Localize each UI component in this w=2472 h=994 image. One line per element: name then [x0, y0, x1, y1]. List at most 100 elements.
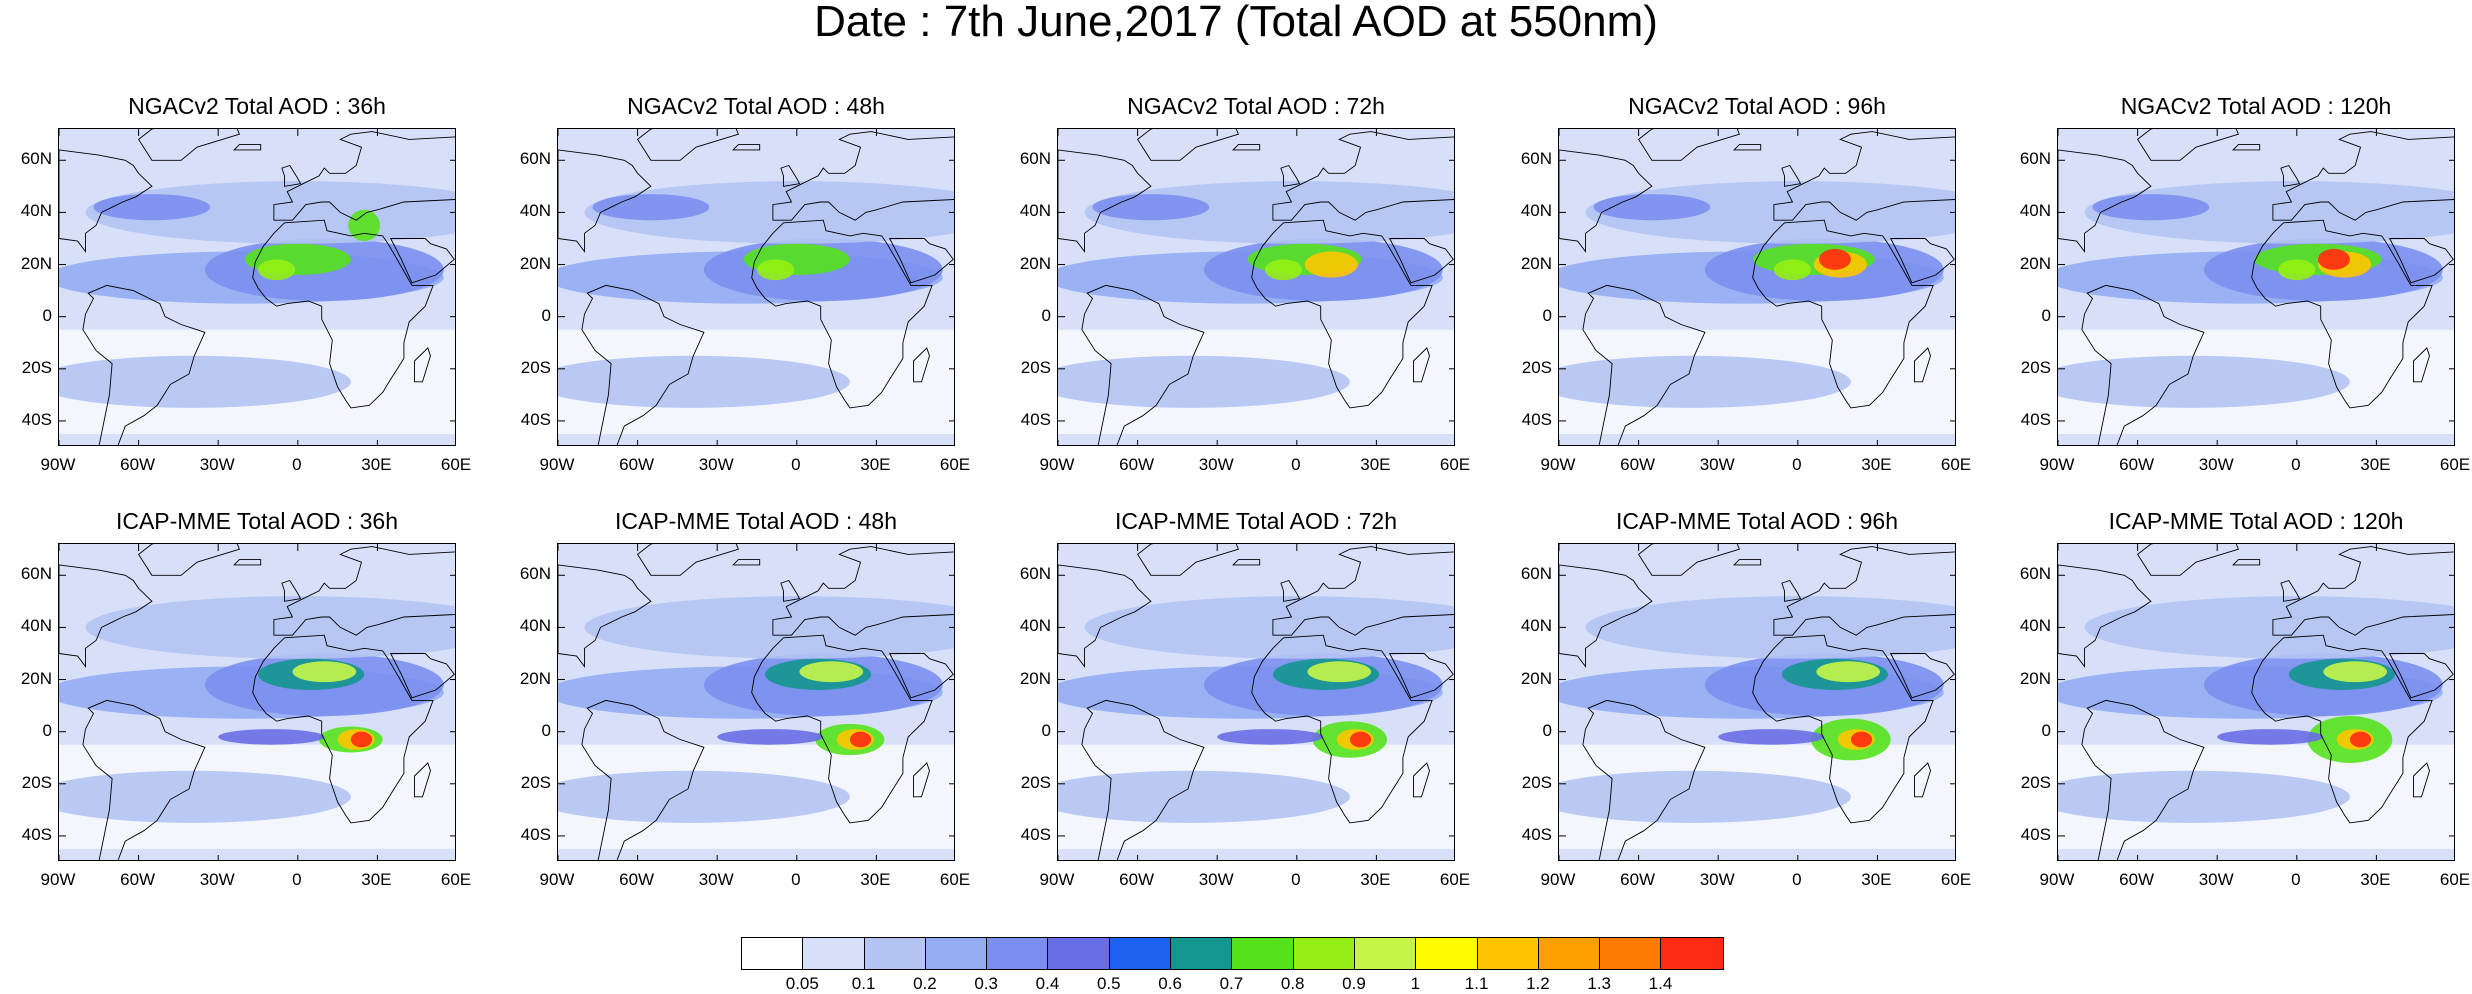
lat-tick-label: 20N — [2019, 668, 2051, 688]
coastline-greenland — [1638, 544, 1741, 576]
aod-plume — [1850, 731, 1873, 748]
lon-tick-label: 90W — [1540, 455, 1576, 474]
colorbar-label: 0.05 — [785, 974, 819, 993]
lon-tick-label: 60W — [2119, 870, 2155, 889]
lon-tick-label: 0 — [2291, 870, 2301, 889]
map-canvas — [558, 544, 954, 860]
aod-plume — [93, 194, 211, 221]
map-canvas — [2058, 544, 2454, 860]
lat-tick-label: 60N — [1520, 149, 1552, 169]
coastline-britain — [1781, 164, 1802, 187]
coastline-madagascar — [913, 347, 930, 383]
lat-tick-label: 0 — [1542, 305, 1552, 325]
lon-tick-label: 30E — [860, 455, 891, 474]
map-canvas — [1559, 544, 1955, 860]
colorbar-swatch — [803, 938, 865, 969]
lat-tick-label: 40N — [1019, 201, 1051, 221]
aod-plume — [59, 355, 351, 408]
lat-tick-label: 20S — [1020, 772, 1051, 792]
coastline-europe — [1272, 546, 1454, 636]
lat-tick-label: 40N — [1520, 616, 1552, 636]
coastline-southAmerica — [2081, 699, 2205, 860]
lat-tick-label: 20S — [1521, 357, 1552, 377]
aod-plume — [1058, 355, 1350, 408]
aod-plume — [1058, 770, 1350, 823]
lat-tick-label: 40N — [519, 201, 551, 221]
coastline-madagascar — [1413, 762, 1430, 798]
coastline-arabia — [389, 238, 455, 284]
aod-plume — [1816, 661, 1881, 683]
colorbar-label: 1.1 — [1464, 974, 1489, 993]
coastline-britain — [1781, 579, 1802, 602]
coastline-madagascar — [414, 762, 431, 798]
coastline-iceland — [732, 559, 761, 566]
aod-plume — [1819, 248, 1851, 270]
coastline-greenland — [138, 129, 241, 161]
lon-tick-label: 90W — [1540, 870, 1576, 889]
coastline-greenland — [138, 544, 241, 576]
lat-tick-label: 40S — [1521, 409, 1552, 429]
aod-plume — [558, 770, 850, 823]
coastline-europe — [1773, 546, 1955, 636]
lon-tick-label: 90W — [40, 870, 76, 889]
lon-tick-label: 30W — [1699, 870, 1735, 889]
lon-tick-label: 90W — [1039, 455, 1075, 474]
coastline-madagascar — [913, 762, 930, 798]
coastline-iceland — [233, 559, 262, 566]
coastline-africa — [1752, 634, 1934, 824]
coastline-iceland — [1733, 144, 1762, 151]
lat-tick-label: 0 — [2041, 720, 2051, 740]
colorbar-label: 1.3 — [1587, 974, 1611, 993]
aod-plume — [292, 661, 357, 683]
lat-tick-label: 40S — [520, 824, 551, 844]
colorbar-swatch — [742, 938, 804, 969]
aod-plume — [1084, 596, 1454, 659]
lon-tick-label: 30W — [199, 455, 235, 474]
coastline-arabia — [888, 653, 954, 699]
lat-tick-label: 40N — [2019, 201, 2051, 221]
lon-tick-label: 30E — [860, 870, 891, 889]
lat-tick-label: 40S — [1020, 409, 1051, 429]
lat-tick-label: 40N — [1520, 201, 1552, 221]
colorbar-swatch — [1171, 938, 1233, 969]
aod-plume — [2349, 731, 2372, 748]
coastline-northAmerica — [1559, 564, 1653, 668]
lat-tick-label: 60N — [20, 149, 52, 169]
coastline-madagascar — [414, 347, 431, 383]
coastline-greenland — [1137, 544, 1240, 576]
lon-tick-label: 30W — [2198, 455, 2234, 474]
coastline-northAmerica — [59, 564, 153, 668]
lon-tick-label: 30E — [1360, 870, 1391, 889]
lon-tick-label: 30W — [1699, 455, 1735, 474]
lon-tick-label: 90W — [2039, 870, 2075, 889]
coastline-southAmerica — [1081, 699, 1205, 860]
colorbar-swatch — [1354, 938, 1417, 969]
coastline-europe — [772, 546, 954, 636]
coastline-northAmerica — [1058, 149, 1152, 253]
panel-title: ICAP-MME Total AOD : 36h — [115, 508, 399, 534]
lon-tick-label: 60E — [2439, 870, 2471, 889]
panel-title: NGACv2 Total AOD : 96h — [1628, 93, 1886, 119]
lon-tick-label: 30E — [1360, 455, 1391, 474]
coastline-northAmerica — [558, 149, 652, 253]
colorbar-swatch — [1109, 938, 1172, 969]
colorbar-label: 0.5 — [1096, 974, 1121, 993]
lat-tick-label: 20S — [21, 357, 52, 377]
coastline-britain — [1280, 579, 1301, 602]
coastline-southAmerica — [581, 699, 705, 860]
aod-plume — [757, 259, 795, 281]
panel-title: NGACv2 Total AOD : 36h — [128, 93, 386, 119]
colorbar-swatch — [864, 938, 926, 969]
aod-plume — [348, 209, 381, 242]
colorbar-label: 0.4 — [1035, 974, 1060, 993]
colorbar-swatch — [1538, 938, 1601, 969]
coastline-madagascar — [1914, 762, 1931, 798]
panel-title: ICAP-MME Total AOD : 96h — [1615, 508, 1899, 534]
lon-tick-label: 0 — [1291, 870, 1301, 889]
coastline-madagascar — [2413, 762, 2430, 798]
coastline-southAmerica — [1582, 699, 1706, 860]
lon-tick-label: 30E — [361, 870, 392, 889]
panel-title: ICAP-MME Total AOD : 48h — [614, 508, 898, 534]
lat-tick-label: 0 — [42, 720, 52, 740]
lat-tick-label: 40S — [520, 409, 551, 429]
